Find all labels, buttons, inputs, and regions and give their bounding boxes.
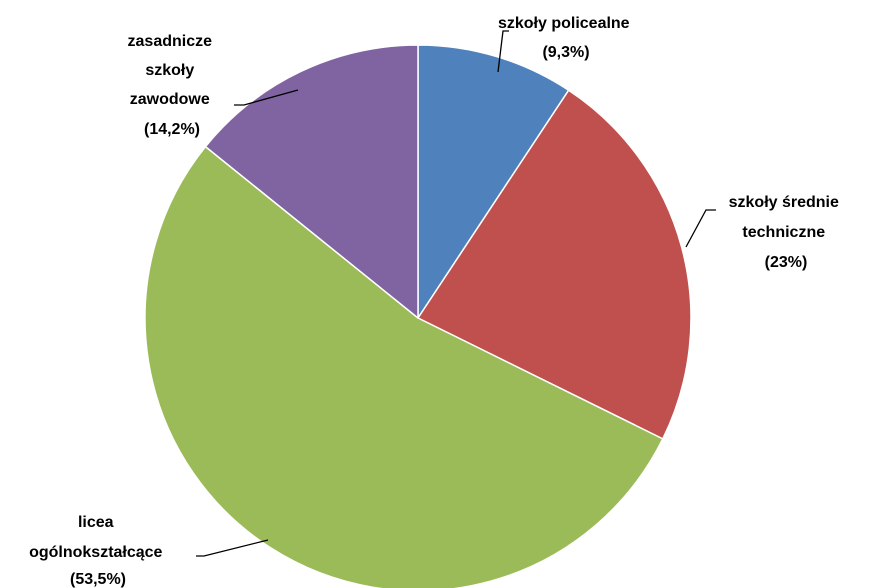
leader-line-licea: [196, 539, 269, 557]
leader-line-policealne: [497, 30, 509, 73]
slice-label-zasadnicze: zasadnicze szkoły zawodowe (14,2%): [128, 33, 217, 138]
pie-slices: [144, 44, 692, 588]
leader-lines: [196, 30, 716, 557]
slice-label-srednie-techniczne: szkoły średnie techniczne (23%): [729, 194, 844, 271]
leader-line-srednie: [685, 209, 716, 248]
slice-label-policealne: szkoły policealne (9,3%): [498, 15, 634, 61]
leader-line-zasadnicze: [234, 89, 299, 106]
slice-licea: [144, 145, 664, 588]
slice-policealne: [417, 44, 570, 319]
slice-srednie-techniczne: [417, 89, 692, 440]
slice-label-licea: licea ogólnokształcące (53,5%): [29, 514, 167, 588]
slice-zasadnicze: [204, 44, 419, 319]
